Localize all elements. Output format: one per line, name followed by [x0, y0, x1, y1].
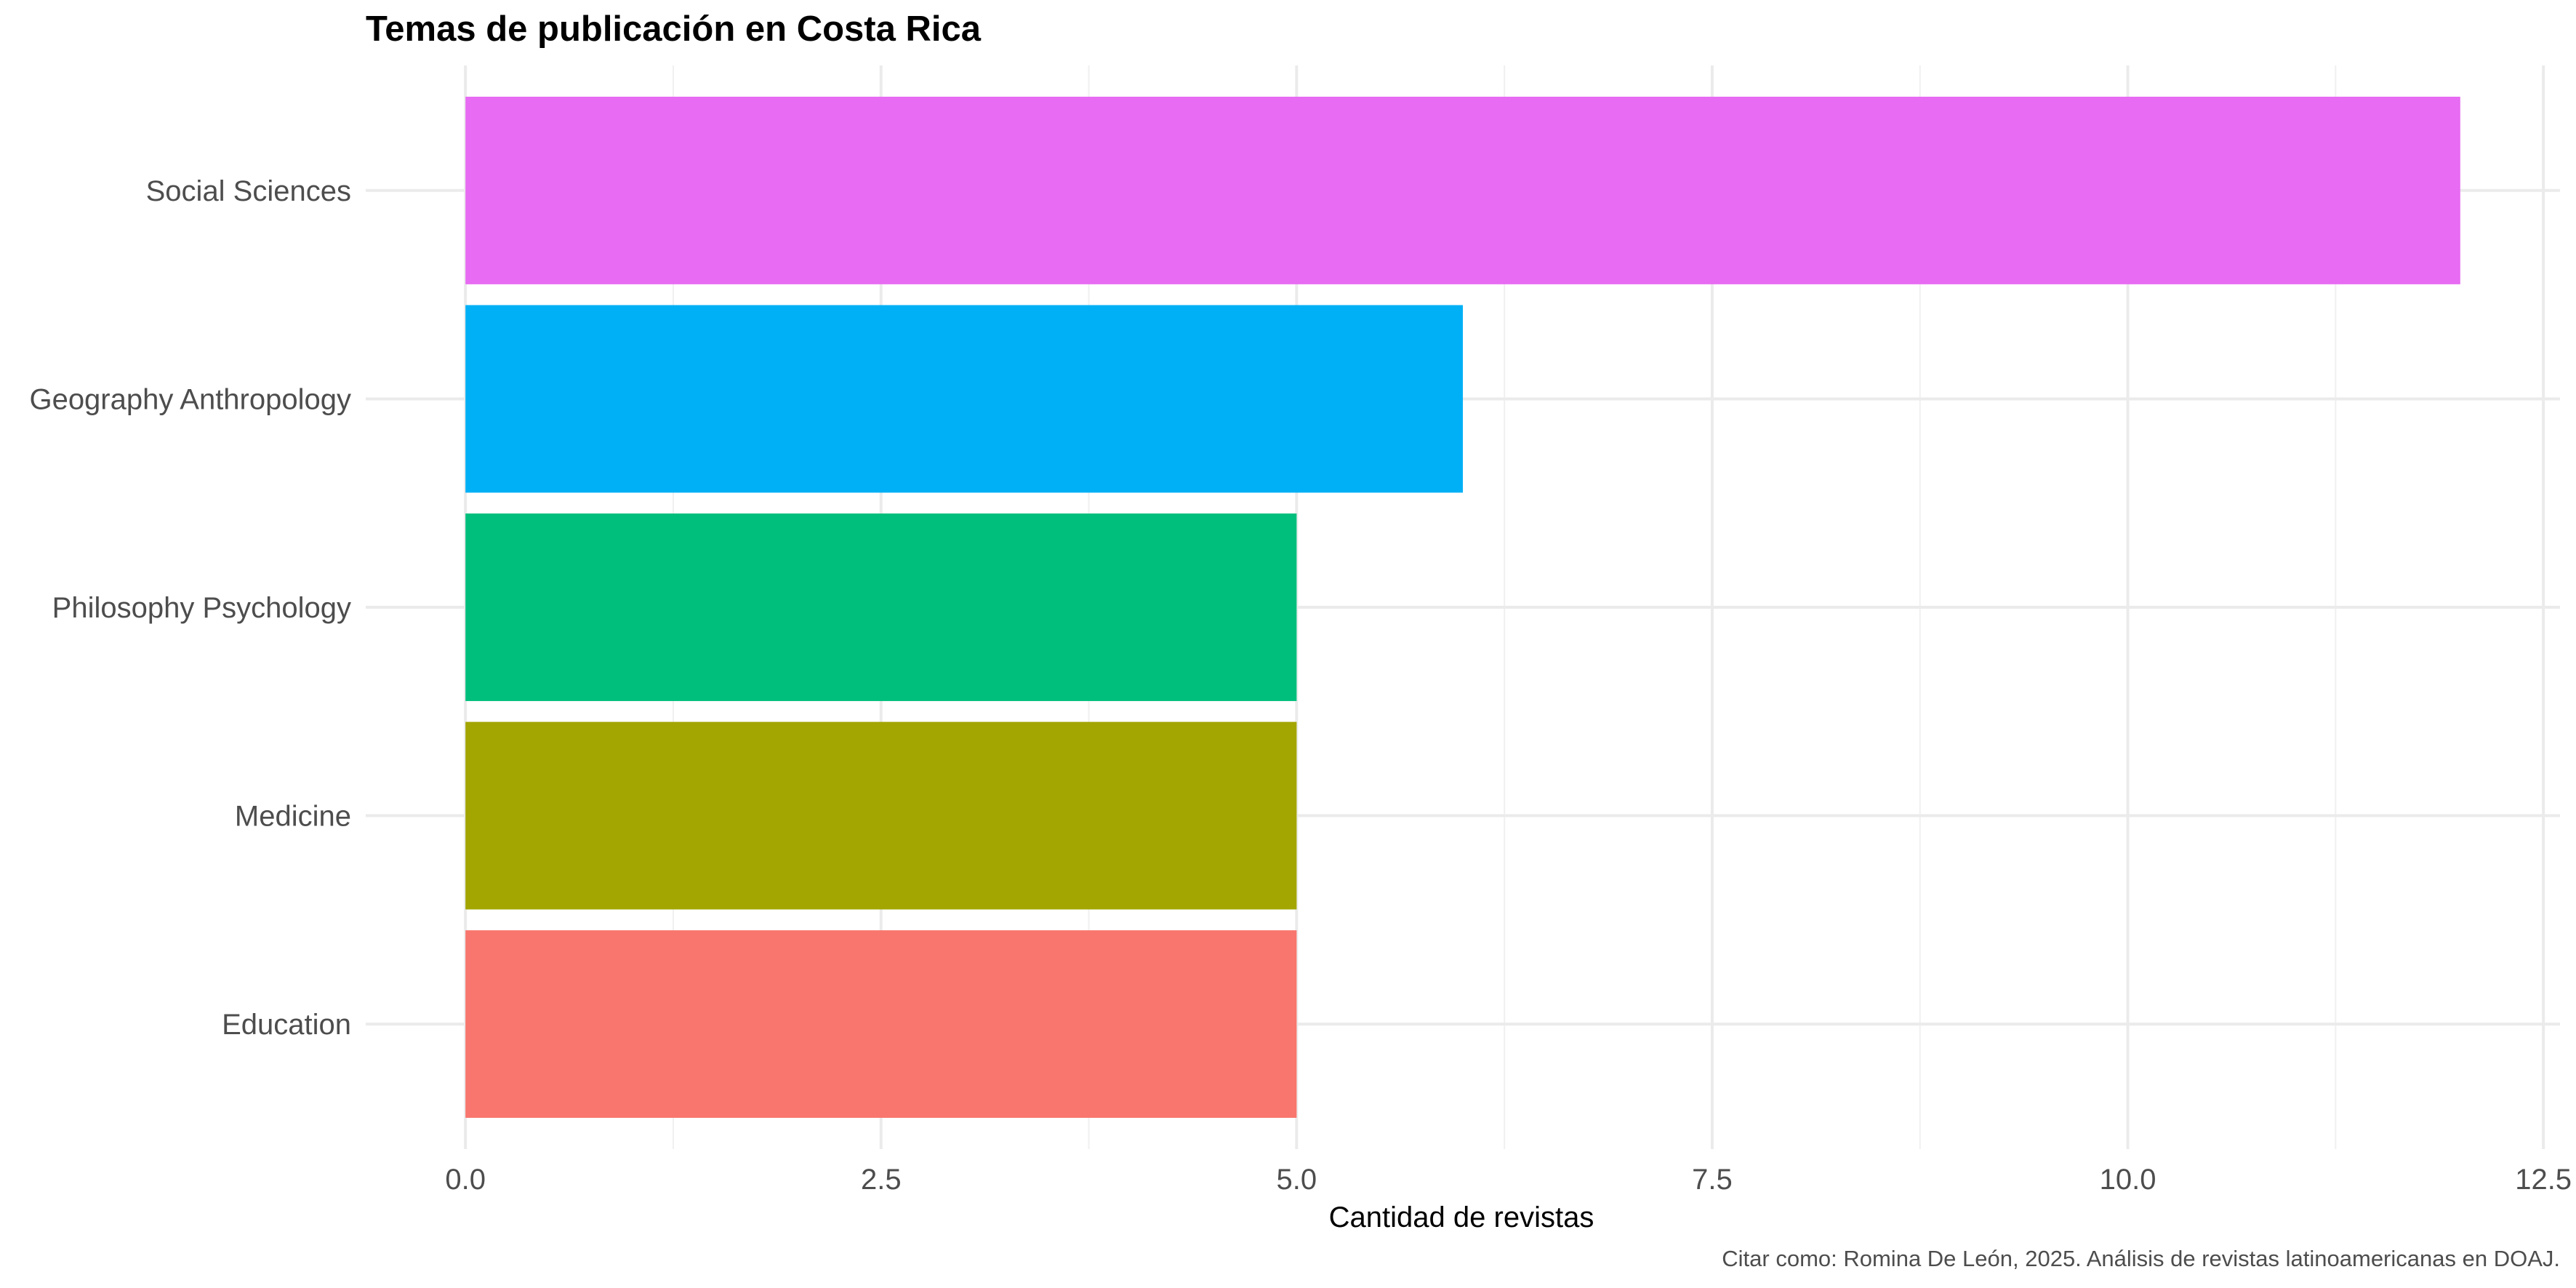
y-tick-label: Medicine — [235, 801, 351, 833]
y-tick-labels: Social Sciences Geography Anthropology Phi… — [29, 175, 351, 1041]
x-tick-label: 0.0 — [445, 1164, 486, 1196]
x-tick-label: 10.0 — [2100, 1164, 2156, 1196]
bar-social-sciences — [465, 96, 2460, 284]
x-axis-label: Cantidad de revistas — [1329, 1201, 1594, 1233]
bar-geography-anthropology — [465, 305, 1463, 493]
bar-medicine — [465, 721, 1297, 910]
x-tick-label: 7.5 — [1692, 1164, 1733, 1196]
bar-philosophy-psychology — [465, 513, 1297, 701]
x-tick-labels: 0.0 2.5 5.0 7.5 10.0 12.5 — [445, 1164, 2572, 1196]
bar-education — [465, 930, 1297, 1119]
y-tick-label: Philosophy Psychology — [52, 592, 351, 624]
chart-title: Temas de publicación en Costa Rica — [366, 9, 982, 49]
y-tick-label: Social Sciences — [146, 175, 351, 207]
y-tick-label: Education — [222, 1009, 351, 1041]
x-tick-label: 5.0 — [1277, 1164, 1317, 1196]
x-tick-label: 12.5 — [2515, 1164, 2572, 1196]
x-tick-label: 2.5 — [861, 1164, 902, 1196]
chart-caption: Citar como: Romina De León, 2025. Anális… — [1722, 1246, 2560, 1271]
y-tick-label: Geography Anthropology — [29, 383, 351, 415]
bars — [465, 96, 2460, 1119]
